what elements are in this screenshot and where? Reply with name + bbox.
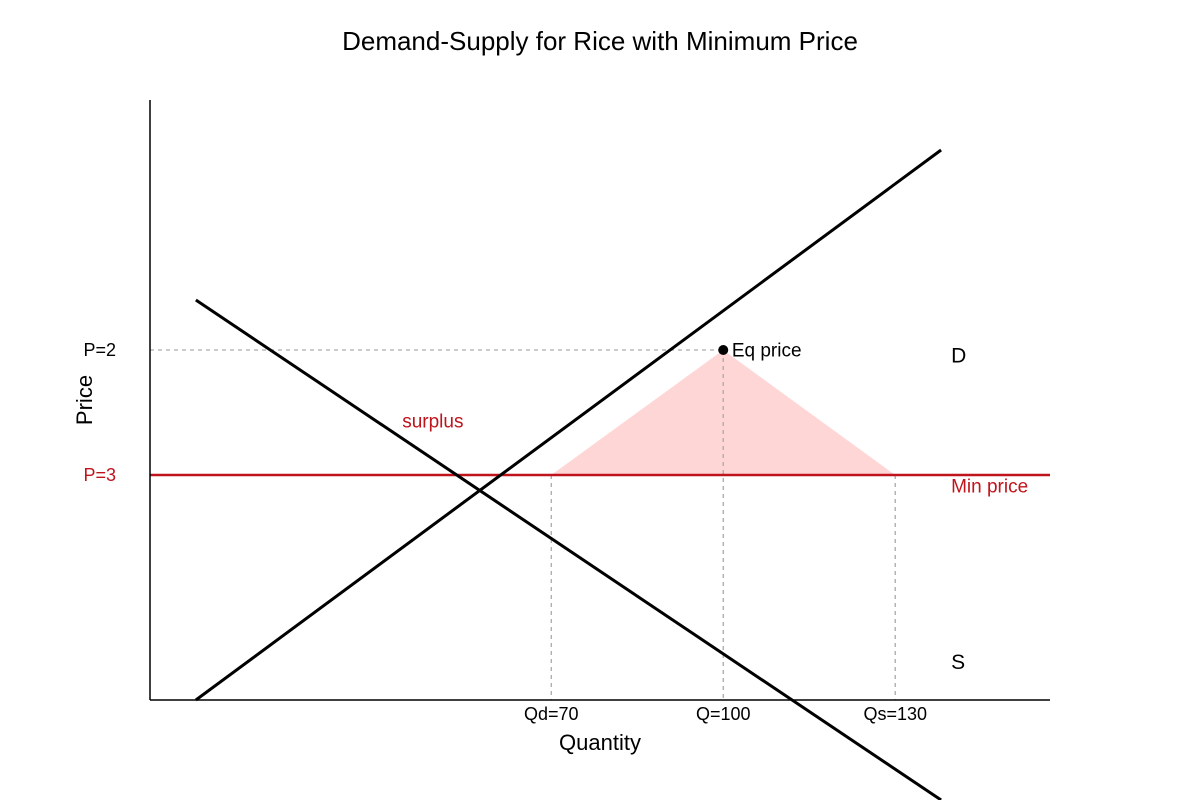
y-tick-label: P=3 [83,465,116,485]
x-tick-label: Qs=130 [863,704,927,724]
series-line-d [195,298,942,800]
y-tick-label: P=2 [83,340,116,360]
annotation-label: D [951,345,966,368]
surplus-area [551,350,896,475]
series-line-s [194,148,942,702]
x-axis-label: Quantity [559,730,641,755]
x-tick-label: Q=100 [696,704,751,724]
plot-area: Qd=70 Q=100 Qs=130 P=3 P=2 D S Min price surplus… [83,148,1050,800]
x-tick-label: Qd=70 [524,704,579,724]
annotation-label: S [951,651,965,674]
y-axis-label: Price [72,375,97,425]
annotation-label: Min price [951,477,1028,498]
annotation-label: Eq price [732,340,802,361]
chart-title: Demand-Supply for Rice with Minimum Pric… [342,26,858,56]
equilibrium-point [718,345,729,355]
annotation-label: surplus [402,412,463,433]
